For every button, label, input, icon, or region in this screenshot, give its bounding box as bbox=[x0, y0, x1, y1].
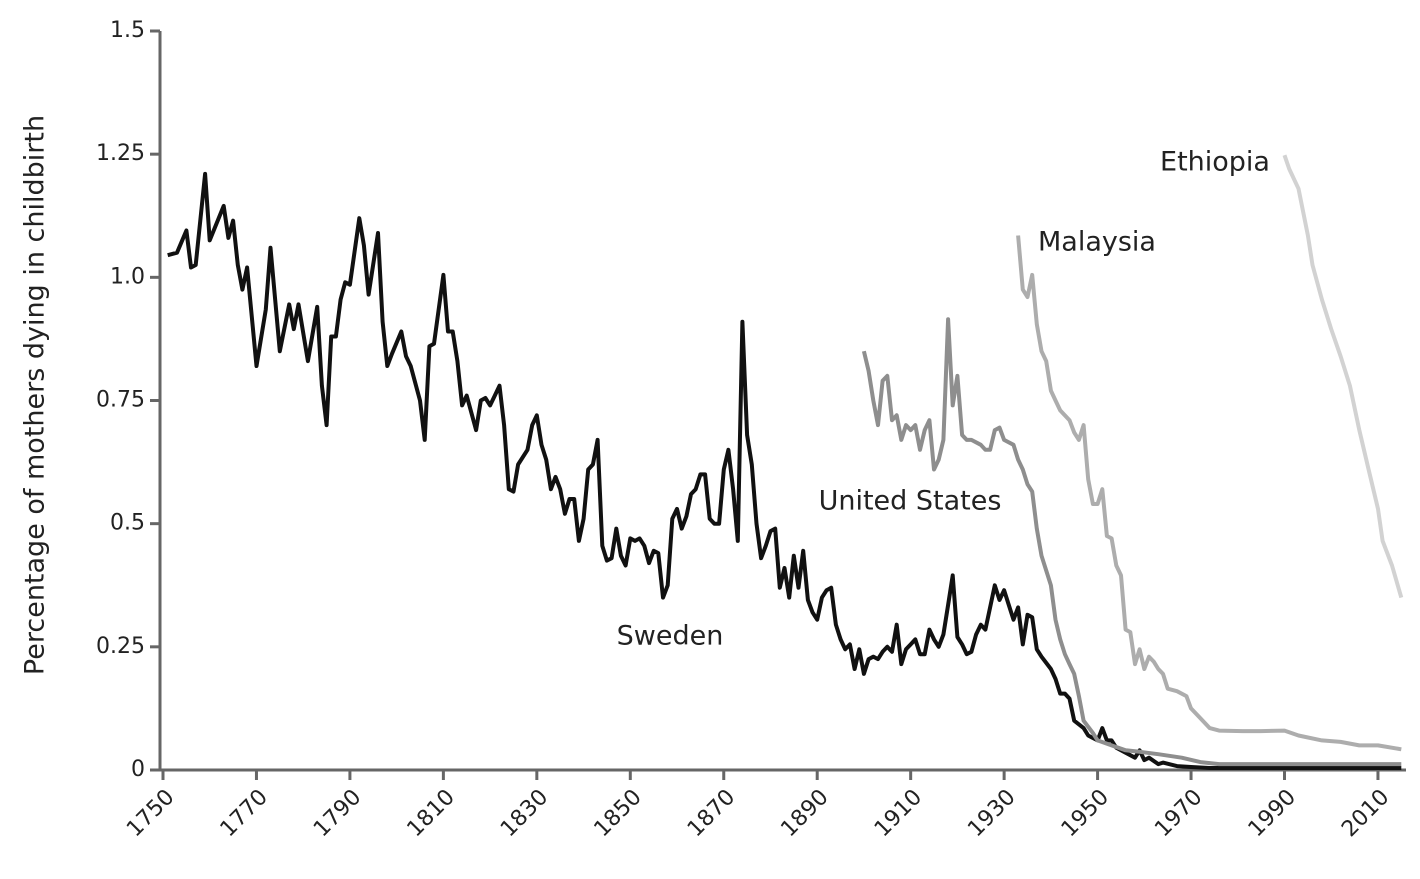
x-tick-label: 1950 bbox=[1057, 785, 1114, 842]
y-tick-label: 0.5 bbox=[110, 511, 145, 536]
y-tick-label: 0.25 bbox=[96, 634, 145, 659]
x-tick-label: 1890 bbox=[776, 785, 833, 842]
x-tick-label: 1970 bbox=[1150, 785, 1207, 842]
series-label: Sweden bbox=[617, 621, 724, 652]
y-tick-label: 1.25 bbox=[96, 141, 145, 166]
series-line bbox=[1282, 154, 1404, 599]
x-tick-label: 1810 bbox=[403, 785, 460, 842]
x-tick-label: 1870 bbox=[683, 785, 740, 842]
x-tick-label: 2010 bbox=[1337, 785, 1394, 842]
series-line bbox=[1016, 235, 1402, 752]
x-tick-label: 1990 bbox=[1244, 785, 1301, 842]
series-line bbox=[861, 317, 1402, 767]
x-tick-label: 1830 bbox=[496, 785, 553, 842]
y-tick-label: 1.0 bbox=[110, 264, 145, 289]
x-tick-label: 1910 bbox=[870, 785, 927, 842]
y-tick-label: 0.75 bbox=[96, 388, 145, 413]
x-tick-label: 1770 bbox=[216, 785, 273, 842]
y-axis-label: Percentage of mothers dying in childbirt… bbox=[20, 115, 51, 675]
series-label: Ethiopia bbox=[1160, 147, 1270, 178]
x-tick-label: 1850 bbox=[590, 785, 647, 842]
x-tick-label: 1790 bbox=[309, 785, 366, 842]
series-label: Malaysia bbox=[1038, 227, 1156, 258]
series-label: United States bbox=[819, 486, 1002, 517]
x-tick-label: 1750 bbox=[122, 785, 179, 842]
y-tick-label: 1.5 bbox=[110, 18, 145, 43]
series-line bbox=[167, 171, 1402, 770]
x-tick-label: 1930 bbox=[963, 785, 1020, 842]
y-tick-label: 0 bbox=[131, 757, 145, 782]
